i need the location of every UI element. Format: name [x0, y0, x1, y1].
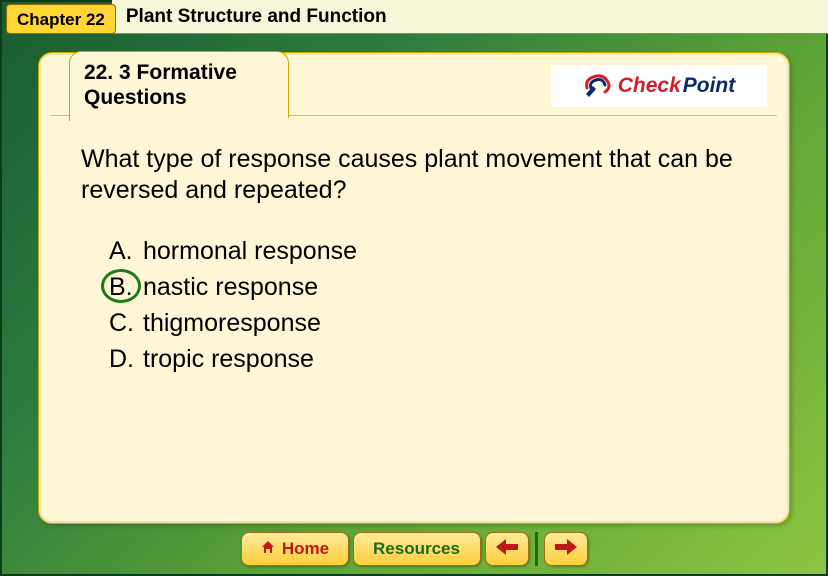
- answer-text: hormonal response: [143, 233, 357, 269]
- arrow-left-icon: [494, 537, 520, 562]
- question-text: What type of response causes plant movem…: [81, 144, 747, 207]
- answer-option-d[interactable]: D. tropic response: [109, 341, 747, 377]
- home-label: Home: [282, 539, 329, 559]
- resources-label: Resources: [373, 539, 460, 559]
- answer-option-a[interactable]: A. hormonal response: [109, 233, 747, 269]
- checkpoint-swirl-icon: [583, 72, 613, 100]
- arrow-right-icon: [553, 537, 579, 562]
- answer-option-b[interactable]: B. nastic response: [109, 269, 747, 305]
- next-button[interactable]: [544, 532, 588, 566]
- answer-text: tropic response: [143, 341, 314, 377]
- answer-letter: B.: [109, 269, 143, 305]
- chapter-title: Plant Structure and Function: [112, 0, 828, 34]
- checkpoint-badge: CheckPoint: [551, 65, 767, 107]
- checkpoint-point-text: Point: [683, 74, 736, 98]
- checkpoint-check-text: Check: [618, 74, 681, 98]
- answer-letter: D.: [109, 341, 143, 377]
- answer-letter: A.: [109, 233, 143, 269]
- answer-list: A. hormonal response B. nastic response …: [109, 233, 747, 378]
- prev-button[interactable]: [485, 532, 529, 566]
- section-tab: 22. 3 Formative Questions: [69, 51, 289, 121]
- bottom-nav: Home Resources: [0, 528, 828, 570]
- resources-button[interactable]: Resources: [353, 532, 481, 566]
- answer-option-c[interactable]: C. thigmoresponse: [109, 305, 747, 341]
- answer-text: thigmoresponse: [143, 305, 321, 341]
- nav-separator: [535, 532, 538, 566]
- home-button[interactable]: Home: [241, 532, 349, 566]
- header-bar: Chapter 22 Plant Structure and Function: [0, 0, 828, 38]
- content-panel: 22. 3 Formative Questions CheckPoint Wha…: [38, 52, 790, 524]
- inner-content: What type of response causes plant movem…: [51, 115, 777, 511]
- chapter-badge: Chapter 22: [6, 4, 116, 34]
- home-icon: [260, 539, 276, 560]
- answer-letter: C.: [109, 305, 143, 341]
- answer-text: nastic response: [143, 269, 318, 305]
